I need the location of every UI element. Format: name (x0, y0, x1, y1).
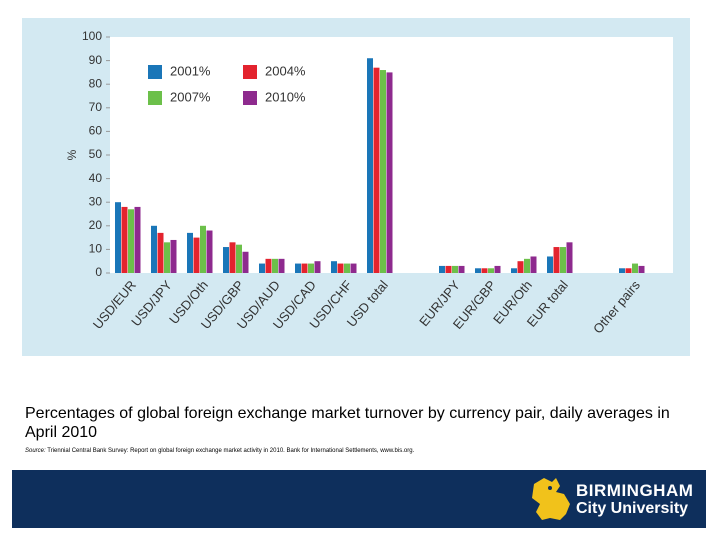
bar (242, 251, 249, 273)
bar (121, 206, 128, 273)
legend-label: 2004% (265, 63, 306, 78)
footer (12, 470, 706, 528)
bar (272, 258, 278, 273)
bar (344, 263, 350, 273)
bar (547, 256, 553, 273)
bar (488, 268, 494, 273)
y-tick-label: 80 (89, 76, 103, 90)
bar (301, 263, 308, 273)
bar (452, 265, 458, 273)
source-label: Source: (25, 448, 46, 454)
bar (445, 265, 452, 273)
bar (511, 268, 517, 273)
bar (259, 263, 265, 273)
source-text: Triennial Central Bank Survey: Report on… (47, 448, 415, 454)
legend-label: 2007% (170, 89, 211, 104)
bar (200, 225, 206, 273)
bar (386, 72, 393, 274)
bar (278, 258, 285, 273)
bar (331, 261, 337, 273)
bar (632, 263, 638, 273)
y-tick-label: 0 (95, 265, 102, 279)
caption: Percentages of global foreign exchange m… (25, 405, 670, 441)
x-tick-label: USD/EUR (90, 277, 139, 331)
legend-swatch (148, 91, 162, 105)
bar (164, 242, 170, 273)
bar (308, 263, 314, 273)
legend-label: 2001% (170, 63, 211, 78)
y-tick-label: 10 (89, 242, 103, 256)
y-tick-label: 90 (89, 53, 103, 67)
bar (524, 258, 530, 273)
bar (229, 242, 236, 273)
bar (494, 265, 501, 273)
bar (265, 258, 272, 273)
logo-line2: City University (576, 500, 689, 517)
bar (187, 232, 193, 273)
bar (439, 265, 445, 273)
bar (619, 268, 625, 273)
chart: % 0102030405060708090100USD/EURUSD/JPYUS… (65, 29, 673, 336)
bar (517, 261, 524, 273)
bar (367, 58, 373, 273)
y-axis-label: % (65, 149, 79, 160)
bar (553, 247, 560, 273)
bar (134, 206, 141, 273)
bar (458, 265, 465, 273)
y-tick-label: 40 (89, 171, 103, 185)
logo-lion (532, 478, 570, 520)
bar (314, 261, 321, 273)
bar (236, 244, 242, 273)
y-tick-label: 100 (82, 29, 102, 43)
bar (530, 256, 537, 273)
bar (128, 209, 134, 273)
logo-line1: BIRMINGHAM (576, 481, 694, 500)
bar (380, 70, 386, 273)
bar (151, 225, 157, 273)
legend-label: 2010% (265, 89, 306, 104)
y-tick-label: 30 (89, 194, 103, 208)
bar (350, 263, 357, 273)
bar (560, 247, 566, 273)
y-tick-label: 20 (89, 218, 103, 232)
bar (481, 268, 488, 273)
bar (337, 263, 344, 273)
legend-swatch (243, 65, 257, 79)
source: Source: Triennial Central Bank Survey: R… (25, 448, 414, 454)
bar (295, 263, 301, 273)
bar (193, 237, 200, 273)
x-tick-label: Other pairs (590, 277, 643, 336)
bar (115, 202, 121, 273)
bar (206, 230, 213, 273)
bar (625, 268, 632, 273)
bar (157, 232, 164, 273)
bar (638, 265, 645, 273)
bar (475, 268, 481, 273)
legend-swatch (243, 91, 257, 105)
y-tick-label: 70 (89, 100, 103, 114)
y-tick-label: 50 (89, 147, 103, 161)
bar (170, 239, 177, 273)
bar (373, 67, 380, 274)
bar (223, 247, 229, 273)
bar (566, 242, 573, 273)
legend-swatch (148, 65, 162, 79)
y-tick-label: 60 (89, 124, 103, 138)
